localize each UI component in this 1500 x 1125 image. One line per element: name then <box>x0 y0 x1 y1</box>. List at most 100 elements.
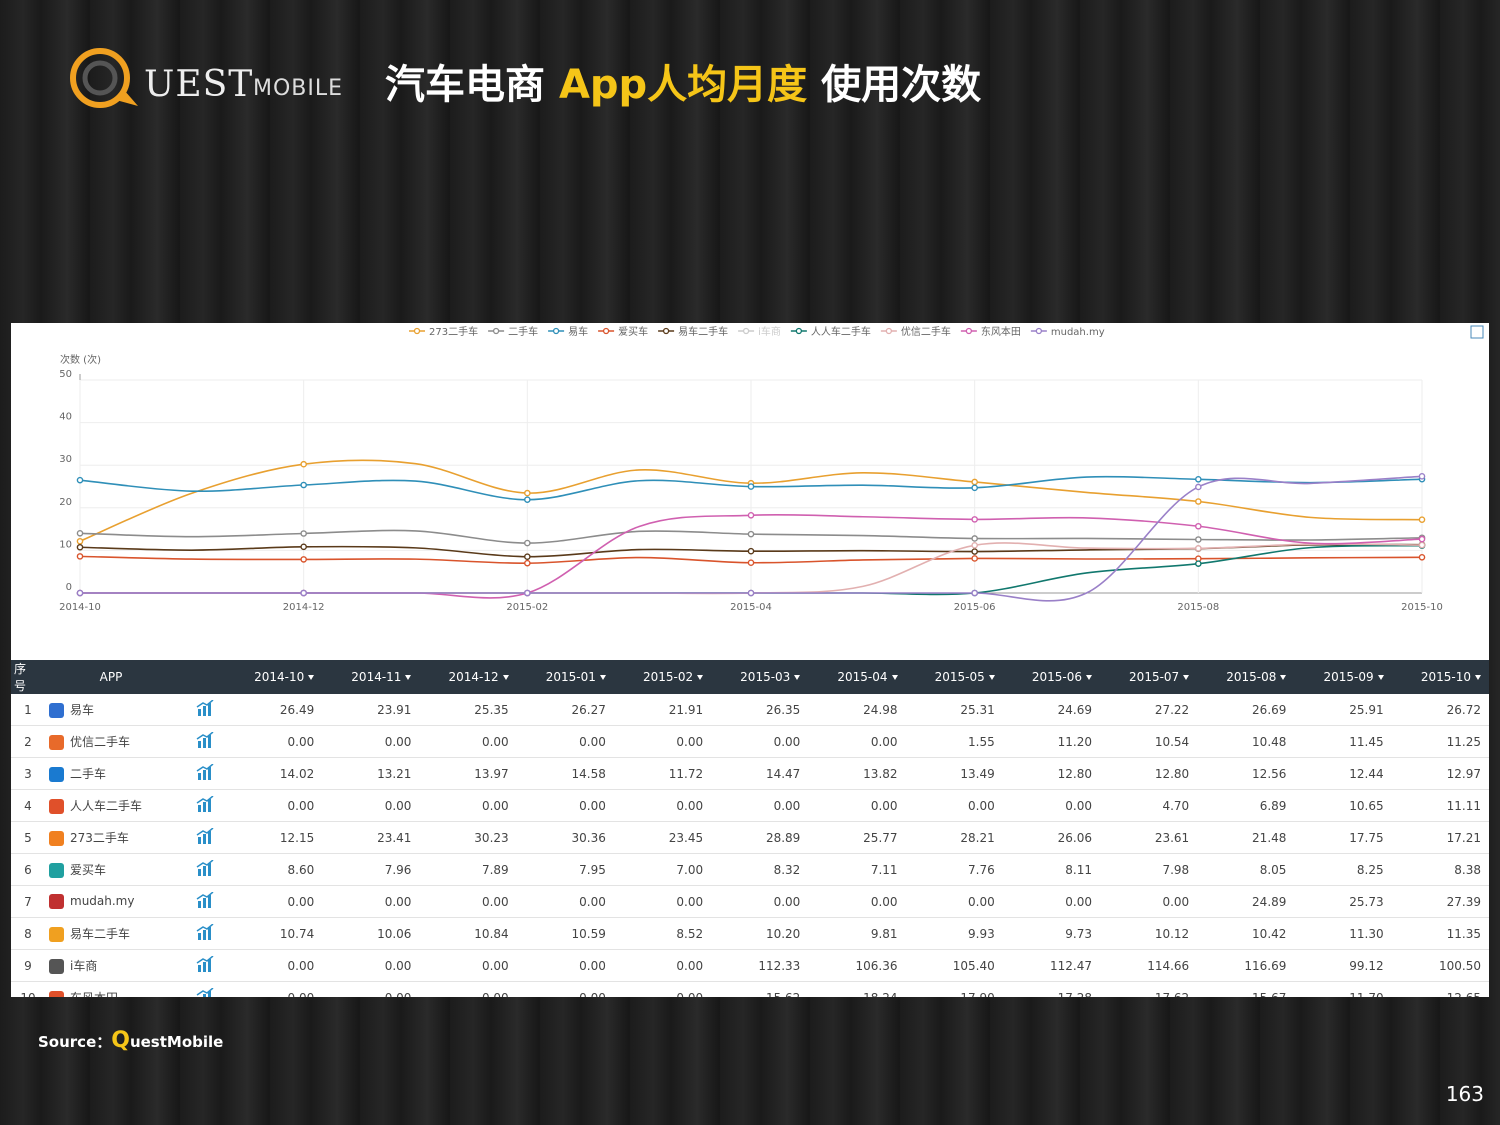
point <box>747 511 755 519</box>
trend-icon[interactable] <box>196 763 214 780</box>
column-header[interactable]: 2015-09 <box>1294 660 1392 694</box>
table-cell: 27.39 <box>1391 885 1489 918</box>
column-header[interactable]: 2015-08 <box>1197 660 1295 694</box>
table-row: 1 易车 26.49 23.91 25.35 26.27 21.91 26.35 24.98 25… <box>11 694 1489 726</box>
trend-icon[interactable] <box>196 955 214 972</box>
column-header[interactable]: 2015-06 <box>1002 660 1100 694</box>
table-cell: 0.00 <box>322 949 420 982</box>
trend-icon[interactable] <box>196 987 214 997</box>
trend-icon[interactable] <box>196 891 214 908</box>
cell-text: 11.25 <box>1446 734 1481 749</box>
trend-icon-cell[interactable] <box>185 789 225 822</box>
y-tick-label: 0 <box>66 582 72 593</box>
trend-icon-cell[interactable] <box>185 821 225 854</box>
cell-text: 11.35 <box>1446 926 1481 941</box>
cell-text: 17.28 <box>1058 991 1092 998</box>
app-icon <box>49 991 64 997</box>
cell-text: 28.89 <box>765 830 801 845</box>
legend-item[interactable]: i车商 <box>738 325 781 338</box>
table-cell: 11.30 <box>1294 917 1392 950</box>
trend-icon-cell[interactable] <box>185 853 225 886</box>
point <box>76 589 84 597</box>
trend-icon-cell[interactable] <box>185 885 225 918</box>
cell-text: 0.00 <box>384 894 412 909</box>
cell-text: 0.00 <box>1065 894 1092 909</box>
trend-icon[interactable] <box>196 795 214 812</box>
save-icon[interactable] <box>1470 325 1484 339</box>
table-cell: 116.69 <box>1197 949 1295 982</box>
table-cell: 25.35 <box>419 694 517 726</box>
cell-text: 11.11 <box>1446 798 1481 813</box>
column-header[interactable]: 2015-04 <box>808 660 906 694</box>
sort-icon <box>1280 675 1287 680</box>
legend-item[interactable]: 东风本田 <box>960 325 1021 338</box>
point <box>1418 516 1426 523</box>
sort-icon <box>794 675 801 680</box>
column-header-text: 2014-10 <box>254 670 305 684</box>
cell-text: 26.35 <box>765 702 801 717</box>
legend-item[interactable]: 二手车 <box>488 325 538 338</box>
column-header[interactable]: 2015-03 <box>711 660 809 694</box>
trend-icon-cell[interactable] <box>185 981 225 997</box>
table-cell: 26.69 <box>1197 694 1295 726</box>
column-header[interactable]: 2015-05 <box>905 660 1003 694</box>
column-header[interactable]: 2014-11 <box>322 660 420 694</box>
table-cell: 14.58 <box>516 757 614 790</box>
column-header-text: APP <box>99 670 123 684</box>
table-cell: 17.62 <box>1099 981 1198 997</box>
cell-text: 0.00 <box>676 958 704 973</box>
table-cell: 99.12 <box>1294 949 1392 982</box>
legend-item[interactable]: 易车二手车 <box>658 325 728 338</box>
table-cell: 7.98 <box>1099 853 1198 886</box>
column-header[interactable]: 2015-10 <box>1391 660 1489 694</box>
cell-text: 7.00 <box>676 862 704 877</box>
source: Source：QuestMobile <box>38 1028 223 1053</box>
column-header[interactable]: 2015-01 <box>516 660 614 694</box>
cell-text: 5 <box>24 830 32 845</box>
table-cell: 10.48 <box>1197 725 1295 758</box>
cell-text: 18.24 <box>863 991 897 998</box>
trend-icon[interactable] <box>196 731 214 748</box>
trend-icon-cell[interactable] <box>185 725 225 758</box>
trend-icon[interactable] <box>196 923 214 940</box>
trend-icon-cell[interactable] <box>185 694 225 726</box>
table-cell: 17.90 <box>905 981 1003 997</box>
column-header-text: 2015-06 <box>1031 670 1082 684</box>
cell-text: 0.00 <box>773 894 801 909</box>
cell-text: 0.00 <box>968 894 995 909</box>
trend-icon-cell[interactable] <box>185 757 225 790</box>
table-cell: 12.15 <box>225 821 323 854</box>
table-cell: i车商 <box>45 949 185 982</box>
table-cell: 0.00 <box>322 725 420 758</box>
trend-icon[interactable] <box>196 859 214 876</box>
column-header[interactable]: 2015-02 <box>613 660 712 694</box>
cell-text: 17.75 <box>1349 830 1384 845</box>
column-header[interactable]: 2014-10 <box>225 660 323 694</box>
table-cell: 0.00 <box>613 885 712 918</box>
cell-text: 10.59 <box>571 926 606 941</box>
table-cell: 0.00 <box>225 949 323 982</box>
trend-icon-cell[interactable] <box>185 917 225 950</box>
table-cell: 8.25 <box>1294 853 1392 886</box>
legend-item[interactable]: 273二手车 <box>409 325 478 338</box>
table-cell: 8.52 <box>613 917 712 950</box>
table-cell: 8 <box>11 917 45 950</box>
column-header[interactable]: 2015-07 <box>1099 660 1198 694</box>
table-cell: 8.60 <box>225 853 323 886</box>
legend-item[interactable]: 优信二手车 <box>880 325 951 338</box>
point <box>300 589 307 597</box>
cell-text: 8.05 <box>1259 862 1287 877</box>
y-tick-label: 40 <box>59 412 72 423</box>
legend-marker <box>602 327 610 335</box>
legend-item[interactable]: 易车 <box>548 325 588 338</box>
trend-icon[interactable] <box>196 827 214 844</box>
table-row: 6 爱买车 8.60 7.96 7.89 7.95 7.00 8.32 7.11 7.76 8.11… <box>11 853 1489 886</box>
trend-icon-cell[interactable] <box>185 949 225 982</box>
legend-item[interactable]: 人人车二手车 <box>790 325 871 338</box>
trend-icon[interactable] <box>196 699 214 716</box>
legend-item[interactable]: 爱买车 <box>598 325 648 338</box>
cell-text: 23.91 <box>377 702 412 717</box>
column-header[interactable]: 2014-12 <box>419 660 517 694</box>
legend-item[interactable]: mudah.my <box>1030 327 1105 338</box>
